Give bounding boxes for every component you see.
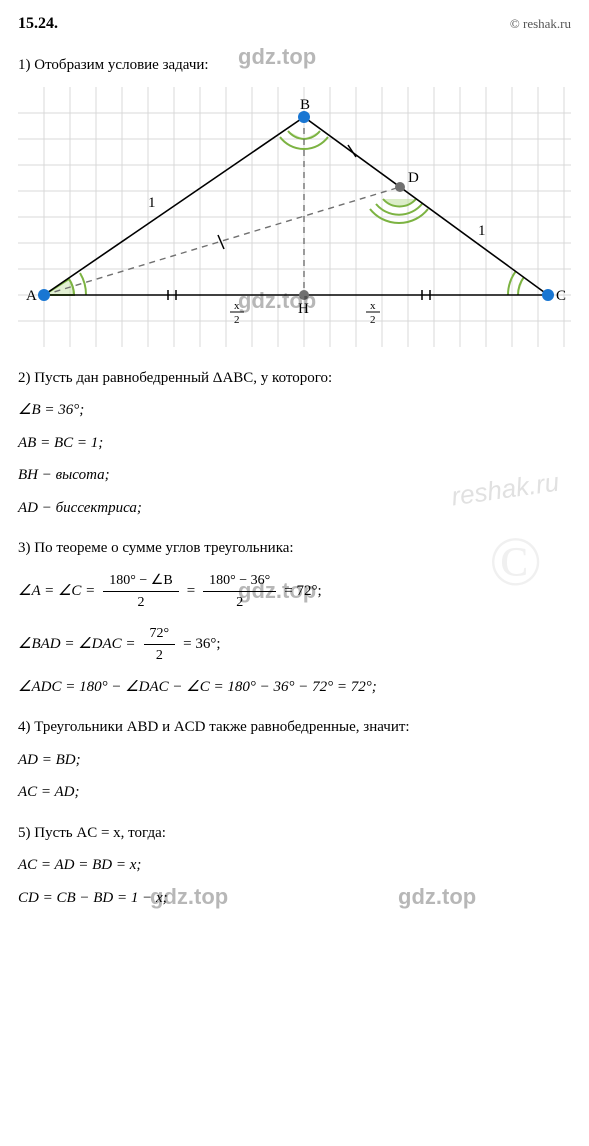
step-1: 1) Отобразим условие задачи: [18, 54, 571, 77]
lhs-2: ∠BAD = ∠DAC = [18, 633, 136, 656]
step-3: 3) По теореме о сумме углов треугольника… [18, 537, 571, 560]
res-36: = 36°; [183, 633, 220, 656]
svg-text:1: 1 [478, 223, 486, 239]
svg-text:H: H [298, 301, 309, 317]
eq-1: = [187, 580, 195, 603]
angle-a-c-calc: ∠A = ∠C = 180° − ∠B 2 = 180° − 36° 2 = 7… [18, 570, 571, 613]
adc-calc: ∠ADC = 180° − ∠DAC − ∠C = 180° − 36° − 7… [18, 676, 571, 699]
cd-calc: CD = CB − BD = 1 − x; [18, 887, 571, 910]
source-label: © reshak.ru [510, 14, 571, 34]
frac-2: 180° − 36° 2 [203, 570, 276, 613]
svg-text:A: A [26, 288, 37, 304]
svg-text:x: x [370, 300, 376, 312]
lhs-1: ∠A = ∠C = [18, 580, 95, 603]
frac3-den: 2 [150, 645, 169, 666]
svg-text:1: 1 [148, 195, 156, 211]
step-4: 4) Треугольники ABD и ACD также равнобед… [18, 716, 571, 739]
geometry-diagram: A B C D H 1 1 x 2 x 2 [18, 87, 571, 347]
frac2-num: 180° − 36° [203, 570, 276, 592]
svg-text:x: x [234, 300, 240, 312]
svg-text:B: B [300, 97, 310, 113]
bh-text: BH − высота; [18, 464, 110, 487]
frac3-num: 72° [144, 623, 176, 645]
step-2: 2) Пусть дан равнобедренный ΔABC, у кото… [18, 367, 571, 390]
frac-1: 180° − ∠B 2 [103, 570, 178, 613]
angle-b: ∠B = 36°; [18, 399, 571, 422]
frac2-den: 2 [230, 592, 249, 613]
ab-bc: AB = BC = 1; [18, 432, 571, 455]
frac1-num: 180° − ∠B [103, 570, 178, 592]
step-5: 5) Пусть AC = x, тогда: [18, 822, 571, 845]
svg-text:2: 2 [370, 314, 376, 326]
ad-bd: AD = BD; [18, 749, 571, 772]
svg-text:C: C [556, 288, 566, 304]
ad-text: AD − биссектриса; [18, 497, 142, 520]
ac-ad: AC = AD; [18, 781, 571, 804]
header-row: 15.24. © reshak.ru [18, 12, 571, 36]
frac-3: 72° 2 [144, 623, 176, 666]
ac-ad-bd-x: AC = AD = BD = x; [18, 854, 571, 877]
bad-dac-calc: ∠BAD = ∠DAC = 72° 2 = 36°; [18, 623, 571, 666]
res-72: = 72°; [284, 580, 321, 603]
problem-number: 15.24. [18, 12, 58, 36]
svg-text:2: 2 [234, 314, 240, 326]
frac1-den: 2 [131, 592, 150, 613]
svg-text:D: D [408, 170, 419, 186]
